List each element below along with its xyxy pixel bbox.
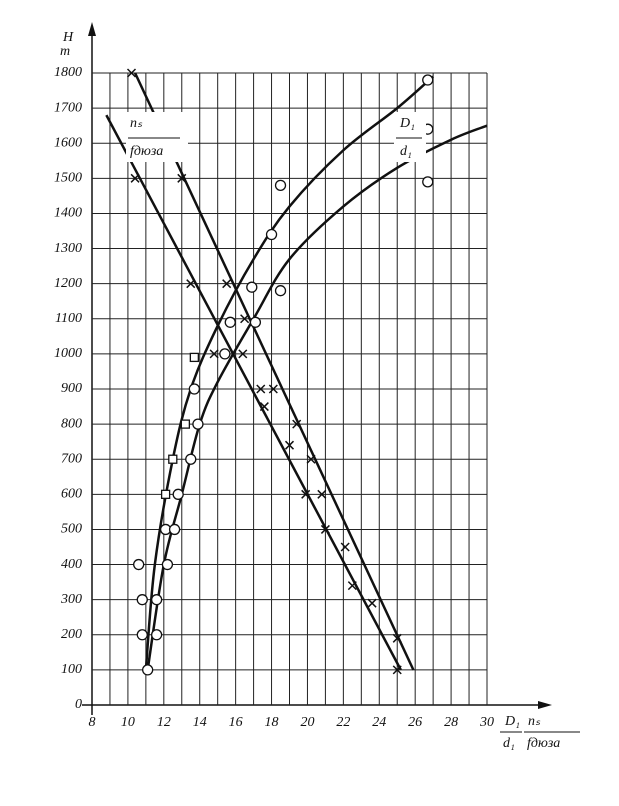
- y-arrow: [88, 22, 96, 36]
- x-marker: [259, 402, 269, 412]
- circle-marker: [161, 558, 174, 571]
- y-tick-label: 1400: [54, 206, 82, 221]
- x-marker: [340, 542, 350, 552]
- annotation: D₁: [399, 116, 415, 131]
- x-marker: [306, 454, 316, 464]
- y-tick-label: 400: [61, 557, 82, 572]
- y-tick-label: 100: [61, 662, 82, 677]
- annotation: nₛ: [130, 116, 143, 131]
- x-marker: [347, 581, 357, 591]
- y-tick-label: 500: [61, 522, 82, 537]
- x-tick-label: 14: [193, 715, 207, 730]
- circle-marker: [274, 179, 287, 192]
- x-label-den: fдюза: [527, 736, 560, 751]
- y-tick-label: 1300: [54, 241, 82, 256]
- x-marker: [268, 384, 278, 394]
- y-tick-label: 1000: [54, 346, 82, 361]
- y-tick-label: 1700: [54, 100, 82, 115]
- x-marker: [177, 173, 187, 183]
- x-marker: [320, 524, 330, 534]
- square-marker: [160, 489, 171, 499]
- x-tick-label: 8: [89, 715, 96, 730]
- x-marker: [367, 598, 377, 608]
- circle-marker: [185, 453, 197, 465]
- y-tick-label: 1100: [55, 311, 82, 326]
- x-tick-label: 18: [265, 715, 279, 730]
- x-marker: [256, 384, 266, 394]
- y-tick-label: 1200: [54, 276, 82, 291]
- y-label: H: [62, 30, 74, 45]
- y-tick-label: 1600: [54, 135, 82, 150]
- y-tick-label: 700: [61, 451, 82, 466]
- circle-marker: [142, 664, 154, 676]
- circle-marker: [422, 176, 434, 188]
- x-label-num: D₁: [504, 714, 520, 729]
- circle-marker: [246, 281, 258, 293]
- series-line: [144, 75, 434, 670]
- x-marker: [240, 314, 250, 324]
- x-tick-label: 22: [336, 715, 350, 730]
- circle-marker: [168, 523, 181, 536]
- y-tick-label: 200: [61, 627, 82, 642]
- x-marker: [392, 665, 402, 675]
- y-tick-label: 300: [60, 592, 82, 607]
- x-marker: [186, 279, 196, 289]
- circle-marker: [249, 316, 262, 328]
- y-tick-label: 800: [61, 416, 82, 431]
- x-tick-label: 28: [444, 715, 458, 730]
- x-marker: [392, 633, 402, 643]
- circle-marker: [136, 629, 148, 641]
- label-bg: [394, 112, 426, 162]
- circle-marker: [136, 594, 148, 606]
- label-bg: [126, 112, 188, 162]
- x-tick-label: 16: [229, 715, 243, 730]
- x-marker: [222, 279, 232, 289]
- y-tick-label: 600: [61, 487, 82, 502]
- circle-marker: [150, 629, 163, 641]
- square-marker: [168, 454, 178, 464]
- x-tick-label: 26: [408, 715, 422, 730]
- x-marker: [317, 489, 327, 499]
- circle-marker: [422, 74, 434, 86]
- x-marker: [130, 173, 140, 183]
- series-line: [133, 72, 415, 671]
- x-tick-label: 10: [121, 715, 135, 730]
- circle-marker: [188, 383, 200, 395]
- series-line: [105, 114, 402, 671]
- circle-marker: [133, 558, 145, 571]
- circle-marker: [224, 316, 236, 328]
- circle-marker: [274, 285, 287, 297]
- square-marker: [189, 352, 199, 363]
- x-tick-label: 24: [372, 715, 386, 730]
- x-marker: [126, 68, 137, 78]
- x-marker: [301, 489, 311, 499]
- square-marker: [180, 419, 191, 429]
- x-marker: [209, 349, 219, 359]
- y-tick-label: 1800: [54, 65, 82, 80]
- x-label-den: d₁: [503, 736, 515, 751]
- y-unit: m: [60, 44, 70, 59]
- circle-marker: [172, 488, 184, 500]
- x-marker: [284, 440, 295, 450]
- x-tick-label: 12: [157, 715, 171, 730]
- y-tick-label: 0: [75, 697, 82, 712]
- circle-marker: [219, 348, 231, 360]
- y-tick-label: 900: [61, 381, 82, 396]
- x-marker: [238, 349, 248, 359]
- x-tick-label: 20: [300, 715, 314, 730]
- circle-marker: [192, 418, 204, 430]
- annotation: d₁: [400, 144, 412, 159]
- x-label-num: nₛ: [528, 714, 541, 729]
- x-tick-label: 30: [479, 715, 494, 730]
- circle-marker: [265, 228, 278, 241]
- circle-marker: [150, 594, 163, 606]
- annotation: fдюза: [130, 144, 163, 159]
- y-tick-label: 1500: [54, 171, 82, 186]
- x-arrow: [538, 701, 552, 709]
- x-marker: [292, 419, 302, 429]
